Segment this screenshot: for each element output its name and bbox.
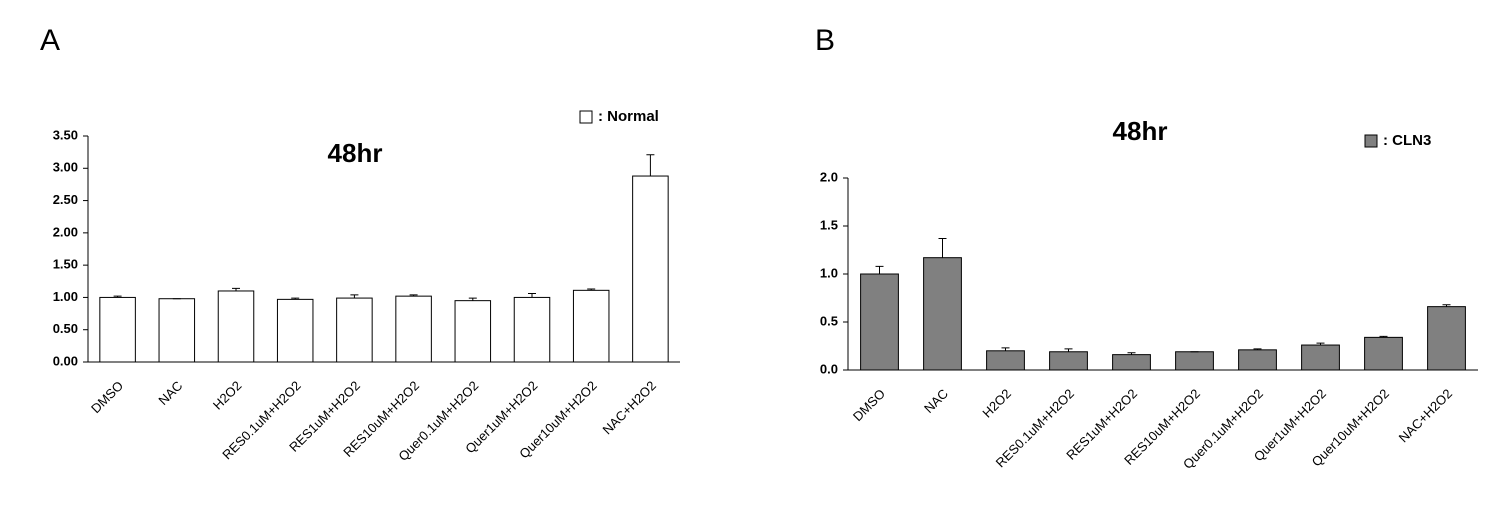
legend-label: : Normal [598,108,659,125]
error-bar [1442,304,1451,307]
bar [1427,306,1466,371]
error-bar [528,293,536,298]
x-tick-label: NAC [921,386,951,416]
error-bar [1379,335,1388,338]
x-tick-label: H2O2 [210,378,245,413]
x-tick-label: NAC [155,378,185,408]
error-bar [350,294,359,299]
error-bar [587,288,596,291]
bar [986,350,1025,371]
bar [1364,336,1403,371]
error-bar [938,237,947,258]
bar [99,296,136,363]
y-tick-label: 2.50 [53,192,78,207]
bar [860,273,899,371]
y-tick-label: 1.00 [53,289,78,304]
bar [336,297,373,363]
error-bar [113,295,122,298]
panel-label: A [40,24,60,57]
error-bar [875,265,884,274]
bar [217,290,255,363]
y-tick-label: 0.5 [820,313,838,328]
x-tick-label: NAC+H2O2 [1396,386,1455,445]
panel-label: B [815,24,835,57]
error-bar [291,297,300,300]
legend-swatch [1364,134,1378,148]
bar [632,175,669,363]
bar [1301,344,1340,371]
x-tick-label: DMSO [88,378,126,416]
y-tick-label: 2.00 [53,224,78,239]
bar [158,298,196,363]
x-tick-label: H2O2 [979,386,1014,421]
bar [1049,351,1088,371]
y-tick-label: 2.0 [820,169,838,184]
error-bar [1127,352,1136,355]
chart-title: 48hr [328,138,383,168]
bar [395,295,432,363]
y-tick-label: 1.5 [820,217,838,232]
y-tick-label: 3.00 [53,160,78,175]
bar [572,289,610,363]
bar [1112,354,1151,371]
x-tick-label: DMSO [850,386,888,424]
error-bar [468,297,477,301]
chart-title: 48hr [1113,116,1168,146]
bar [923,257,962,371]
error-bar [1001,347,1010,351]
y-tick-label: 0.0 [820,361,838,376]
bar [1238,349,1277,371]
legend-swatch [579,110,593,124]
y-tick-label: 1.50 [53,257,78,272]
bar [1175,351,1214,371]
legend-label: : CLN3 [1383,132,1431,149]
error-bar [1253,348,1262,350]
error-bar [1316,342,1325,346]
x-tick-label: NAC+H2O2 [600,378,659,437]
bar [513,296,551,363]
bar [454,300,492,363]
bar [276,298,314,363]
y-tick-label: 0.50 [53,321,78,336]
y-tick-label: 0.00 [53,353,78,368]
error-bar [646,154,655,177]
error-bar [232,287,240,291]
y-tick-label: 1.0 [820,265,838,280]
y-tick-label: 3.50 [53,127,78,142]
error-bar [1064,348,1073,352]
error-bar [409,294,418,297]
